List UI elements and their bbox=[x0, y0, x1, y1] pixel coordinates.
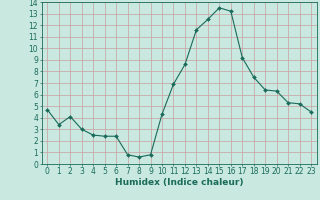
X-axis label: Humidex (Indice chaleur): Humidex (Indice chaleur) bbox=[115, 178, 244, 187]
